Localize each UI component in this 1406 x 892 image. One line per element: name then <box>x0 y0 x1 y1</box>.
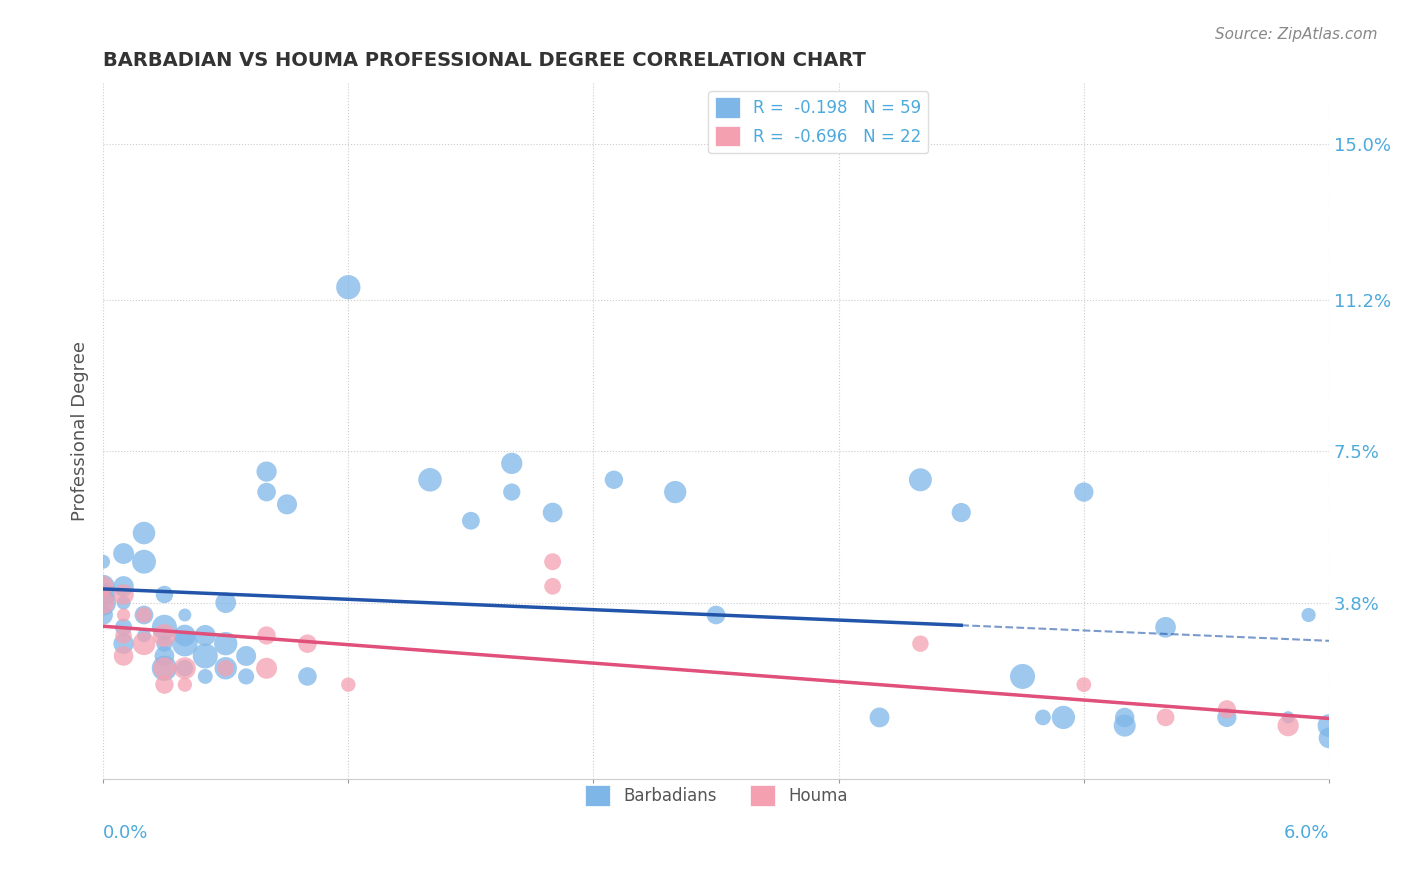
Point <box>1216 710 1239 724</box>
Point <box>173 607 195 622</box>
Text: BARBADIAN VS HOUMA PROFESSIONAL DEGREE CORRELATION CHART: BARBADIAN VS HOUMA PROFESSIONAL DEGREE C… <box>103 51 866 70</box>
Point <box>173 661 195 675</box>
Y-axis label: Professional Degree: Professional Degree <box>72 341 89 521</box>
Point <box>132 637 155 651</box>
Point <box>173 637 195 651</box>
Point <box>664 485 686 500</box>
Point <box>541 579 564 593</box>
Point <box>215 661 238 675</box>
Point <box>1154 620 1177 634</box>
Point <box>153 661 176 675</box>
Point <box>256 485 278 500</box>
Point <box>91 607 114 622</box>
Point <box>173 661 195 675</box>
Point <box>132 555 155 569</box>
Point <box>112 587 135 601</box>
Point <box>256 465 278 479</box>
Point <box>153 661 176 675</box>
Point <box>194 648 217 663</box>
Point <box>1277 718 1299 732</box>
Point <box>112 607 135 622</box>
Point <box>235 669 257 683</box>
Point <box>419 473 441 487</box>
Point <box>501 485 523 500</box>
Point <box>704 607 727 622</box>
Point <box>1032 710 1054 724</box>
Point <box>950 506 973 520</box>
Point <box>1298 607 1320 622</box>
Point <box>91 579 114 593</box>
Point <box>112 620 135 634</box>
Point <box>337 678 360 692</box>
Point <box>869 710 891 724</box>
Point <box>112 547 135 561</box>
Point <box>501 456 523 470</box>
Point <box>132 526 155 541</box>
Point <box>603 473 626 487</box>
Point <box>153 628 176 642</box>
Point <box>112 637 135 651</box>
Point <box>1317 731 1340 745</box>
Point <box>215 661 238 675</box>
Point <box>173 628 195 642</box>
Point <box>541 555 564 569</box>
Point <box>1073 485 1095 500</box>
Point <box>1114 710 1136 724</box>
Point <box>256 661 278 675</box>
Point <box>112 648 135 663</box>
Legend: Barbadians, Houma: Barbadians, Houma <box>578 779 855 813</box>
Point <box>132 607 155 622</box>
Point <box>153 637 176 651</box>
Point <box>215 637 238 651</box>
Point <box>153 587 176 601</box>
Point <box>460 514 482 528</box>
Point <box>1114 718 1136 732</box>
Point <box>1277 710 1299 724</box>
Point <box>910 637 932 651</box>
Point <box>337 280 360 294</box>
Point <box>1052 710 1074 724</box>
Point <box>153 678 176 692</box>
Point <box>112 628 135 642</box>
Point <box>297 637 319 651</box>
Point <box>112 596 135 610</box>
Point <box>91 579 114 593</box>
Point <box>91 555 114 569</box>
Point <box>1216 702 1239 716</box>
Point <box>132 628 155 642</box>
Point <box>1317 718 1340 732</box>
Point <box>91 596 114 610</box>
Point <box>91 596 114 610</box>
Point <box>91 587 114 601</box>
Point <box>153 648 176 663</box>
Point <box>215 596 238 610</box>
Point <box>132 607 155 622</box>
Point <box>541 506 564 520</box>
Point <box>153 620 176 634</box>
Point <box>1011 669 1033 683</box>
Point <box>173 678 195 692</box>
Point <box>910 473 932 487</box>
Point <box>276 497 298 511</box>
Text: 0.0%: 0.0% <box>103 824 149 842</box>
Point <box>256 628 278 642</box>
Point <box>194 628 217 642</box>
Point <box>297 669 319 683</box>
Point <box>194 669 217 683</box>
Text: Source: ZipAtlas.com: Source: ZipAtlas.com <box>1215 27 1378 42</box>
Point <box>112 579 135 593</box>
Point <box>1073 678 1095 692</box>
Point <box>235 648 257 663</box>
Text: 6.0%: 6.0% <box>1284 824 1329 842</box>
Point <box>1154 710 1177 724</box>
